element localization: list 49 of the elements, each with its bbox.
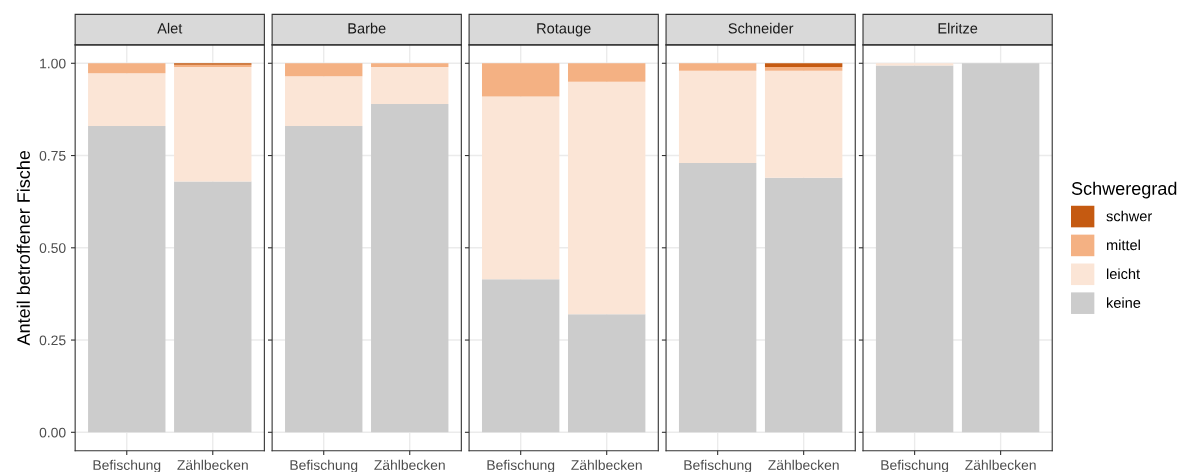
bar (481, 96, 560, 280)
bar (285, 63, 363, 77)
bar (567, 63, 646, 82)
y-axis-title: Anteil betroffener Fische (16, 150, 30, 346)
bar (764, 177, 843, 433)
x-tick-label: Befischung (881, 459, 949, 472)
x-tick-label: Zählbecken (177, 459, 248, 470)
bar (764, 63, 843, 67)
x-tick-label: Befischung (93, 459, 161, 472)
chart-title: Schneider (728, 22, 794, 34)
x-tick-label: Zählbecken (965, 459, 1036, 470)
bar (88, 126, 166, 433)
legend-label: keine (1107, 297, 1141, 308)
bar (678, 162, 757, 433)
y-tick-label: 1.00 (40, 58, 66, 69)
bar (567, 81, 646, 315)
chart-title: Alet (157, 22, 183, 34)
bar (567, 314, 646, 433)
chart-title: Barbe (348, 22, 386, 34)
legend-label: mittel (1107, 239, 1140, 251)
bar (481, 279, 560, 433)
chart-title: Rotauge (537, 23, 591, 37)
x-tick-label: Zählbecken (374, 459, 445, 470)
bar (678, 70, 757, 163)
x-tick-label: Befischung (487, 459, 555, 472)
bar (174, 181, 252, 433)
x-tick-label: Befischung (684, 459, 752, 472)
y-tick-label: 0.00 (39, 427, 66, 438)
chart-title: Elritze (938, 22, 978, 34)
bar (371, 66, 449, 104)
bar (285, 126, 363, 433)
bar (88, 63, 166, 74)
legend-label: schwer (1106, 210, 1152, 222)
y-tick-label: 0.25 (39, 335, 66, 346)
y-tick-label: 0.75 (39, 150, 66, 161)
legend-label: leicht (1107, 268, 1140, 280)
bar (174, 66, 252, 182)
legend-title: Schweregrad (1071, 181, 1177, 199)
bar (764, 66, 843, 71)
bar (481, 63, 560, 97)
y-tick-label: 0.50 (39, 243, 66, 253)
x-tick-label: Zählbecken (571, 459, 642, 470)
bar (764, 70, 843, 178)
x-tick-label: Zählbecken (768, 459, 839, 470)
bar (285, 76, 363, 127)
bar (88, 73, 166, 127)
x-tick-label: Befischung (290, 459, 358, 472)
bar (371, 63, 449, 67)
bar (678, 63, 757, 71)
